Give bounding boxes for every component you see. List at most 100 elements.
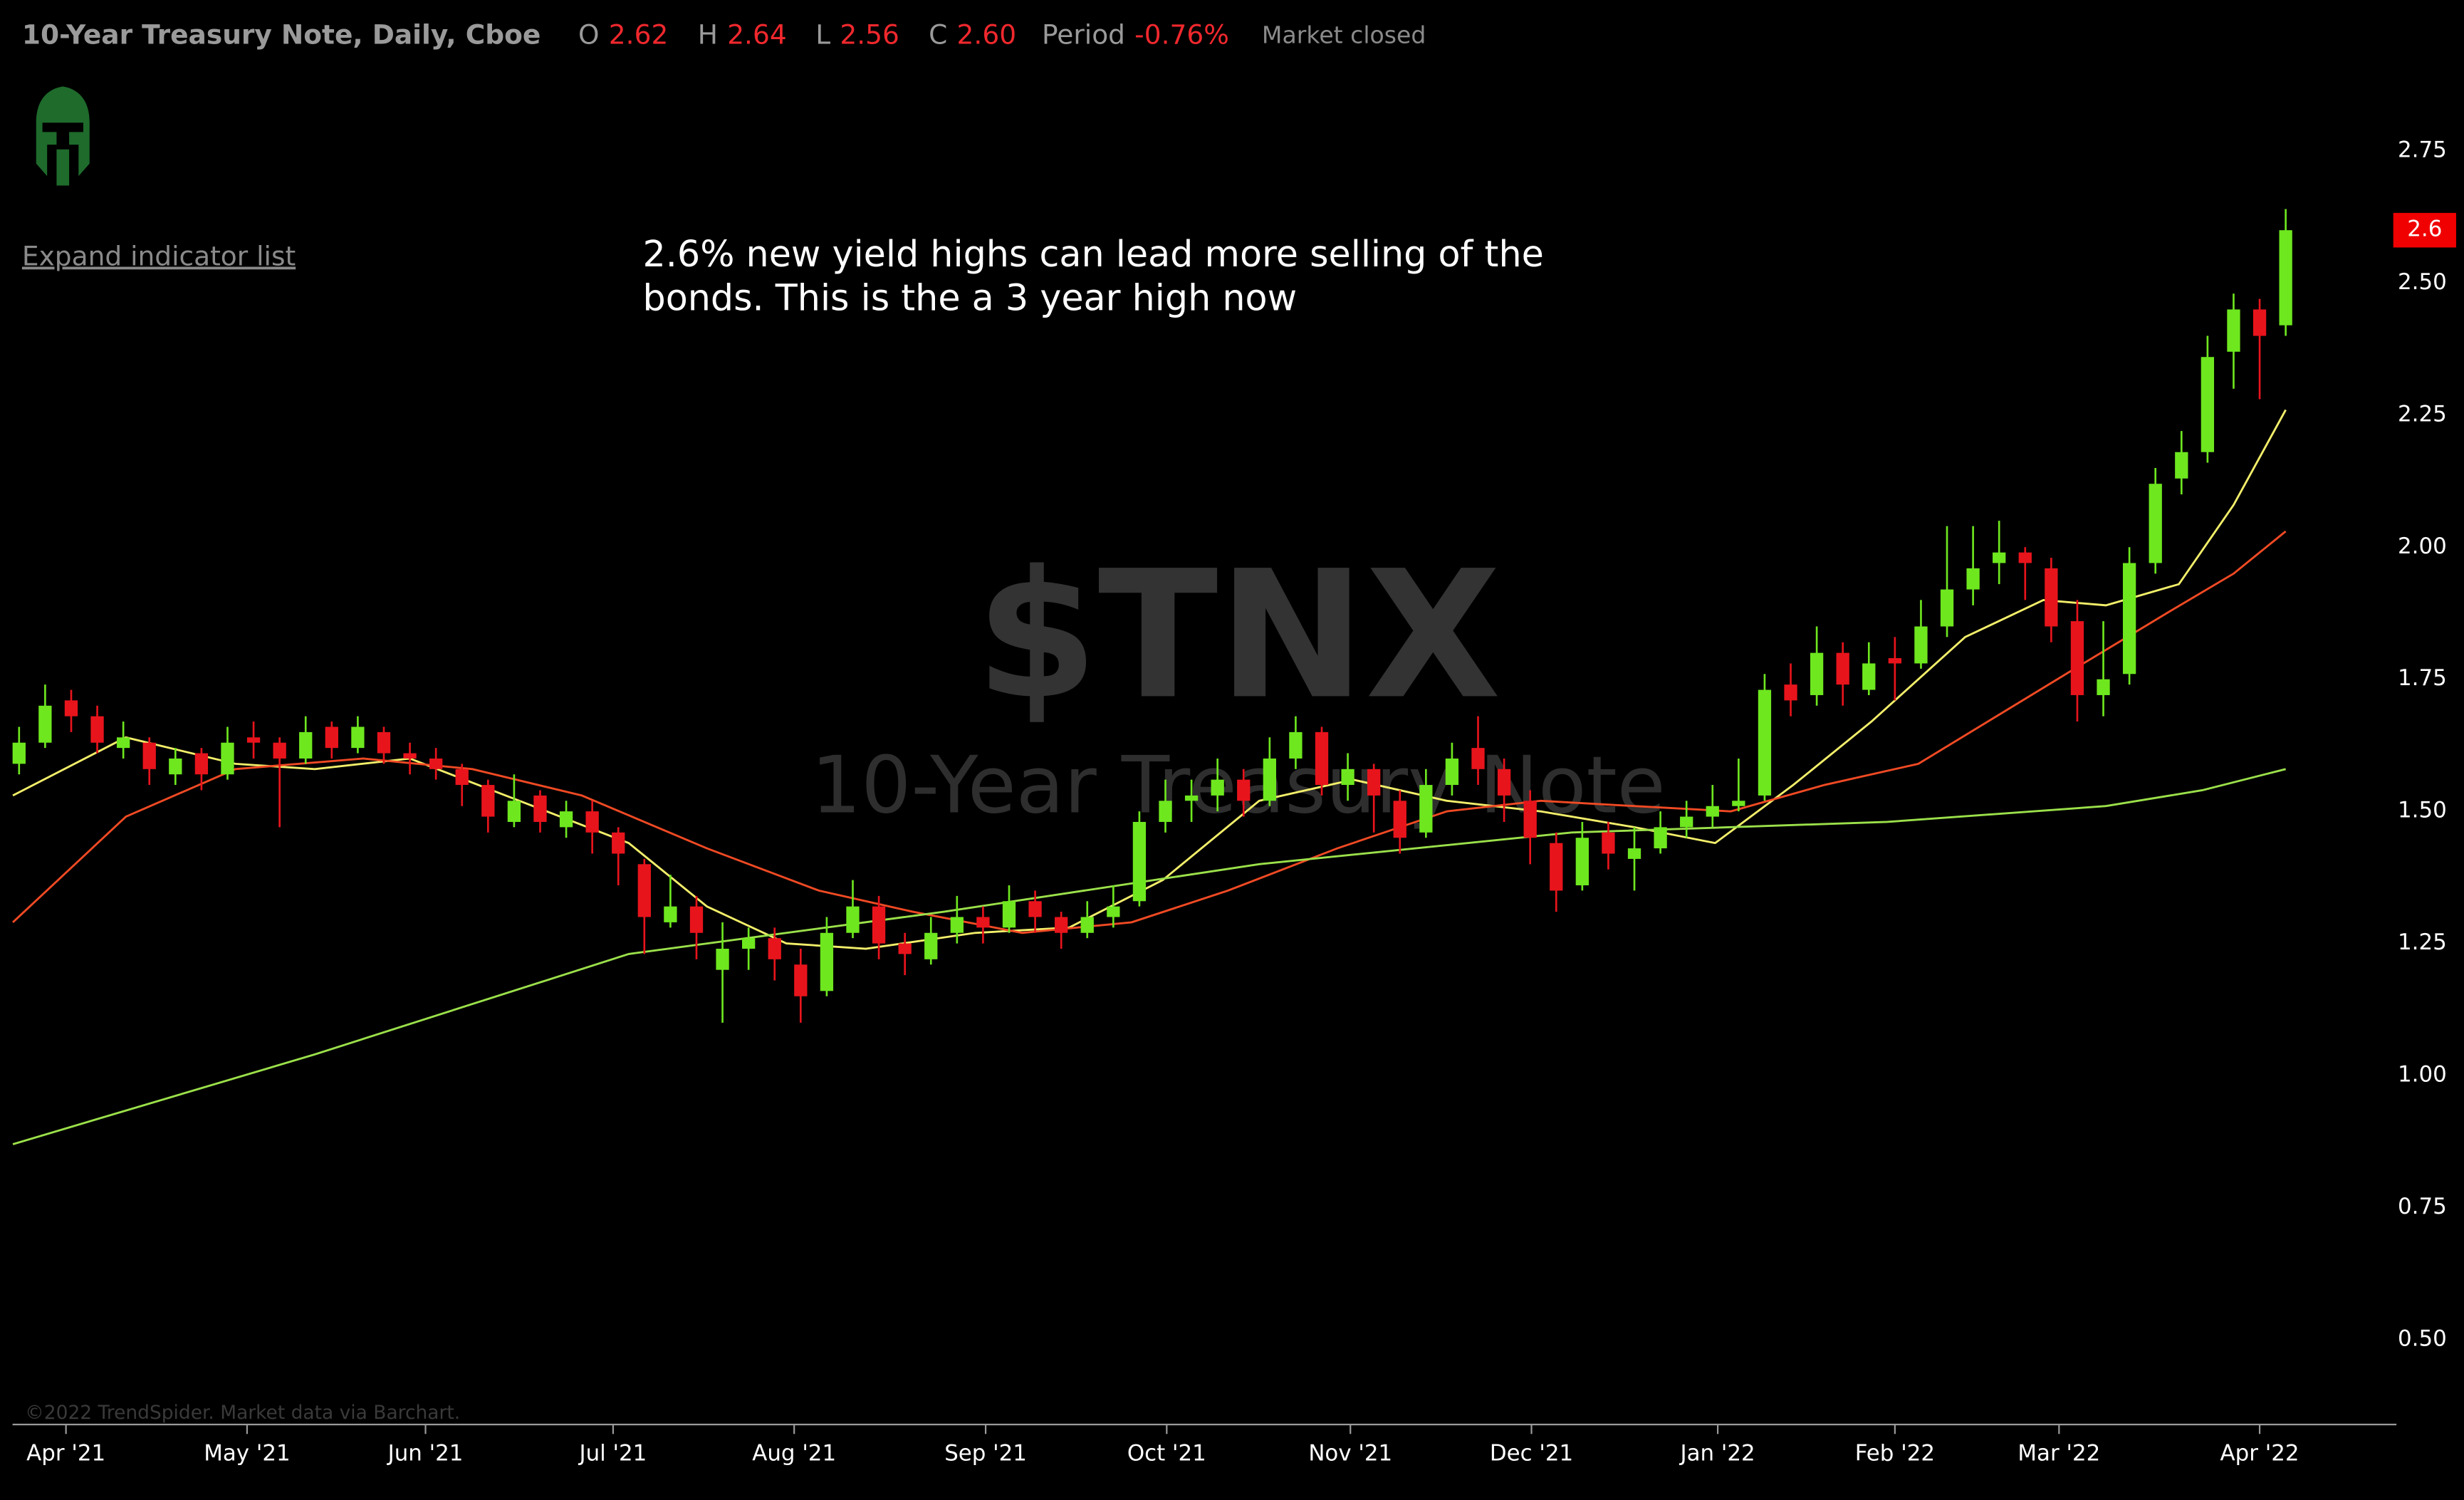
x-tick-label: Nov '21: [1308, 1440, 1392, 1466]
candle-body: [116, 737, 130, 749]
y-tick-label: 2.25: [2398, 401, 2447, 427]
expand-indicators[interactable]: Expand indicator list: [22, 241, 296, 272]
x-tick-label: Feb '22: [1855, 1440, 1935, 1466]
y-tick-label: 1.50: [2398, 798, 2447, 823]
candle-body: [1055, 917, 1068, 933]
candle-body: [559, 811, 573, 828]
candle-body: [1367, 769, 1381, 796]
candle-body: [507, 801, 521, 822]
x-tick-label: Mar '22: [2017, 1440, 2100, 1466]
quote-label: O: [578, 19, 600, 50]
quote-label: C: [929, 19, 947, 50]
candle-body: [1810, 652, 1824, 695]
quote-bar: O 2.62 H 2.64 L 2.56 C 2.60 Period -0.76%: [578, 19, 1229, 50]
candle-body: [1471, 748, 1485, 769]
moving-average: [12, 409, 2287, 950]
candle-body: [1680, 816, 1693, 828]
quote-value: 2.64: [727, 19, 787, 50]
candle-body: [1784, 684, 1797, 701]
candle-body: [90, 716, 104, 743]
watermark-symbol: $TNX: [976, 533, 1501, 738]
y-tick-label: 0.75: [2398, 1194, 2447, 1219]
candle-body: [1263, 758, 1276, 801]
logo: [36, 86, 90, 186]
candle-body: [2070, 621, 2084, 695]
candle-body: [1706, 806, 1719, 817]
y-tick-label: 1.75: [2398, 665, 2447, 691]
candle-body: [1888, 658, 1902, 664]
plot: [12, 209, 2292, 1145]
candle-body: [2097, 679, 2110, 695]
candle-body: [325, 726, 338, 749]
candle-body: [1732, 801, 1745, 806]
y-tick-label: 0.50: [2398, 1325, 2447, 1351]
candle-body: [872, 906, 886, 944]
x-tick-label: Sep '21: [944, 1440, 1027, 1466]
y-tick-label: 1.00: [2398, 1062, 2447, 1088]
x-tick-label: Oct '21: [1127, 1440, 1206, 1466]
candle-body: [976, 917, 990, 928]
candle-body: [716, 949, 729, 970]
candle-body: [1575, 838, 1589, 885]
candle-body: [1497, 769, 1511, 796]
candle-body: [142, 742, 156, 769]
candle-body: [585, 811, 599, 833]
quote-value: -0.76%: [1134, 19, 1229, 50]
candle-body: [612, 832, 625, 854]
y-tick-label: 2.50: [2398, 269, 2447, 295]
candle-body: [351, 726, 365, 749]
moving-average: [12, 530, 2287, 934]
candle-body: [1940, 589, 1954, 627]
annotation-line: 2.6% new yield highs can lead more selli…: [643, 233, 1544, 275]
candle-body: [1966, 568, 1980, 590]
candle-body: [1315, 731, 1329, 786]
candle-body: [689, 906, 704, 933]
candle-body: [2252, 309, 2267, 336]
quote-value: 2.60: [957, 19, 1017, 50]
candle-body: [221, 742, 234, 775]
candle-body: [1627, 848, 1641, 859]
candle-body: [924, 932, 938, 959]
market-status: Market closed: [1262, 21, 1426, 48]
candle-body: [794, 964, 808, 996]
candle-body: [1184, 795, 1199, 801]
y-tick-label: 2.00: [2398, 533, 2447, 559]
candle-body: [455, 769, 469, 786]
candle-body: [1080, 917, 1094, 933]
candle-body: [950, 917, 964, 933]
moving-average: [12, 768, 2286, 1145]
quote-label: Period: [1042, 19, 1125, 50]
watermark: $TNX 10-Year Treasury Note: [811, 533, 1666, 831]
x-tick-label: Dec '21: [1490, 1440, 1573, 1466]
candle-body: [246, 737, 261, 743]
last-price-tag: [2393, 212, 2456, 248]
candle-body: [2201, 357, 2215, 452]
candle-body: [169, 758, 182, 775]
y-tick-label: 1.25: [2398, 929, 2447, 955]
candle-body: [2279, 230, 2292, 325]
candle-body: [2175, 452, 2188, 479]
candle-body: [1002, 901, 1016, 928]
chart-title: 10-Year Treasury Note, Daily, Cboe: [22, 19, 541, 50]
candle-body: [1289, 731, 1303, 759]
candle-body: [664, 906, 677, 922]
candle-body: [1654, 827, 1667, 849]
candle-body: [64, 700, 78, 717]
last-price-label: 2.6: [2407, 217, 2442, 242]
annotation-line: bonds. This is the a 3 year high now: [643, 277, 1298, 319]
candle-body: [2045, 568, 2058, 627]
candle-body: [377, 731, 391, 754]
candle-body: [1914, 626, 1928, 664]
credit: ©2022 TrendSpider. Market data via Barch…: [25, 1402, 460, 1424]
candle-body: [1862, 663, 1876, 690]
x-tick-label: Jul '21: [578, 1440, 647, 1466]
candle-body: [1211, 779, 1224, 796]
candle-body: [898, 943, 912, 954]
y-tick-label: 2.75: [2398, 137, 2447, 162]
candle-body: [637, 864, 651, 917]
candle-body: [12, 742, 26, 764]
x-tick-label: Apr '22: [2220, 1440, 2299, 1466]
candle-body: [299, 731, 313, 759]
